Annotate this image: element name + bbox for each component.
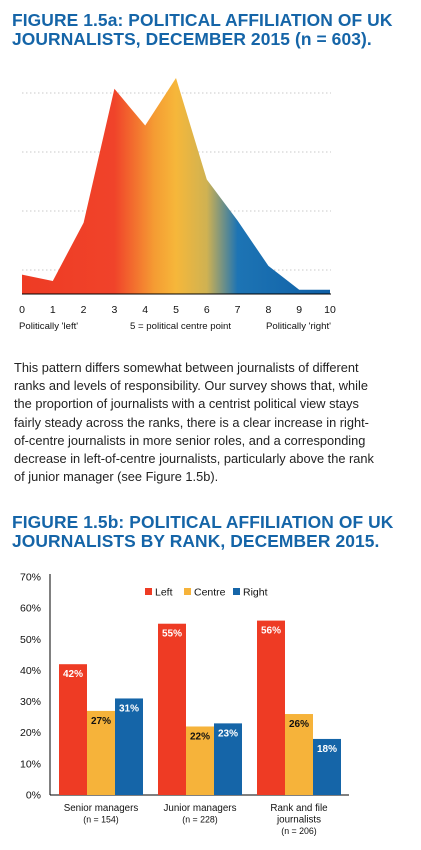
x-tick-label: 8: [265, 304, 271, 316]
category-labels: Senior managers(n = 154)Junior managers(…: [64, 803, 328, 836]
y-tick-label: 50%: [20, 634, 41, 646]
y-tick-label: 30%: [20, 696, 41, 708]
data-label: 55%: [162, 629, 182, 640]
x-tick-label: 7: [235, 304, 241, 316]
legend-swatch: [184, 588, 191, 595]
figure-a-title: FIGURE 1.5a: POLITICAL AFFILIATION OF UK…: [12, 11, 412, 49]
distribution-area: [22, 78, 330, 294]
x-tick-label: 0: [19, 304, 25, 316]
axis-label-right: Politically 'right': [266, 321, 331, 332]
x-tick-label: 5: [173, 304, 179, 316]
y-tick-label: 70%: [20, 572, 41, 584]
y-tick-label: 20%: [20, 727, 41, 739]
legend-swatch: [233, 588, 240, 595]
figure-a-title-line-1: FIGURE 1.5a: POLITICAL AFFILIATION OF UK: [12, 10, 393, 30]
bar-centre: [186, 726, 214, 795]
legend-label: Left: [155, 587, 173, 599]
y-axis-ticks: 0% 10% 20% 30% 40% 50% 60% 70%: [20, 572, 41, 802]
gridlines: [22, 92, 331, 271]
legend-label: Centre: [194, 587, 226, 599]
rank-bar-chart: 0%10%20%30%40%50%60%70% Left Centre Right …: [20, 572, 349, 836]
figure-a-title-line-2: JOURNALISTS, DECEMBER 2015 (n = 603).: [12, 29, 372, 49]
figure-b-title: FIGURE 1.5b: POLITICAL AFFILIATION OF UK…: [12, 513, 412, 551]
axis-label-left: Politically 'left': [19, 321, 78, 332]
paragraph-line: This pattern differs somewhat between jo…: [14, 360, 359, 375]
paragraph-line: ranks and levels of responsibility. Our …: [14, 378, 368, 394]
bar-centre: [87, 710, 115, 795]
category-label: Senior managers: [64, 803, 139, 814]
category-label: (n = 228): [182, 815, 218, 825]
distribution-chart: 0 1 2 3 4 5 6 7 8 9 10 Politically 'left' 5 = poli…: [19, 78, 336, 332]
data-label: 18%: [317, 744, 337, 755]
body-paragraph: This pattern differs somewhat between jo…: [14, 359, 412, 486]
category-label: (n = 206): [281, 826, 317, 836]
data-label: 26%: [289, 719, 309, 730]
legend: Left Centre Right: [145, 587, 268, 599]
y-tick-label: 40%: [20, 665, 41, 677]
figure-b-title-line-2: JOURNALISTS BY RANK, DECEMBER 2015.: [12, 531, 380, 551]
bars: 42% 27% 31% 55% 22% 23% 56% 26% 18%: [59, 620, 341, 795]
legend-label: Right: [243, 587, 268, 599]
bar-centre: [285, 714, 313, 795]
bar-left: [158, 623, 186, 795]
legend-swatch: [145, 588, 152, 595]
y-tick-label: 0%: [26, 790, 41, 802]
data-label: 42%: [63, 669, 83, 680]
x-tick-label: 6: [204, 304, 210, 316]
category-label: journalists: [276, 815, 321, 826]
bar-left: [59, 664, 87, 795]
y-tick-label: 10%: [20, 758, 41, 770]
data-label: 27%: [91, 716, 111, 727]
bar-right: [313, 738, 341, 795]
x-tick-label: 2: [81, 304, 87, 316]
x-tick-label: 9: [296, 304, 302, 316]
paragraph-line: of junior manager (see Figure 1.5b).: [14, 469, 219, 485]
x-tick-label: 3: [111, 304, 117, 316]
y-tick-label: 60%: [20, 603, 41, 615]
data-label: 31%: [119, 703, 139, 714]
figure-b-title-line-1: FIGURE 1.5b: POLITICAL AFFILIATION OF UK: [12, 512, 394, 532]
paragraph-line: fairly steady across the ranks, there is…: [14, 414, 369, 430]
data-label: 22%: [190, 731, 210, 742]
category-label: Rank and file: [270, 803, 328, 814]
paragraph-line: decrease in left-of-centre journalists, …: [14, 451, 374, 467]
data-label: 56%: [261, 626, 281, 637]
bar-right: [115, 698, 143, 795]
paragraph-line: of-centre journalists in more senior rol…: [14, 432, 366, 448]
x-tick-label: 1: [50, 304, 56, 316]
data-label: 23%: [218, 728, 238, 739]
x-tick-label: 4: [142, 304, 148, 316]
bar-left: [257, 620, 285, 795]
axis-label-centre: 5 = political centre point: [130, 321, 231, 332]
x-tick-label: 10: [324, 304, 336, 316]
bar-right: [214, 723, 242, 795]
category-label: Junior managers: [164, 803, 237, 814]
paragraph-line: the proportion of journalists with a cen…: [14, 396, 359, 412]
category-label: (n = 154): [83, 815, 119, 825]
x-axis-ticks: 0 1 2 3 4 5 6 7 8 9 10: [19, 304, 336, 316]
